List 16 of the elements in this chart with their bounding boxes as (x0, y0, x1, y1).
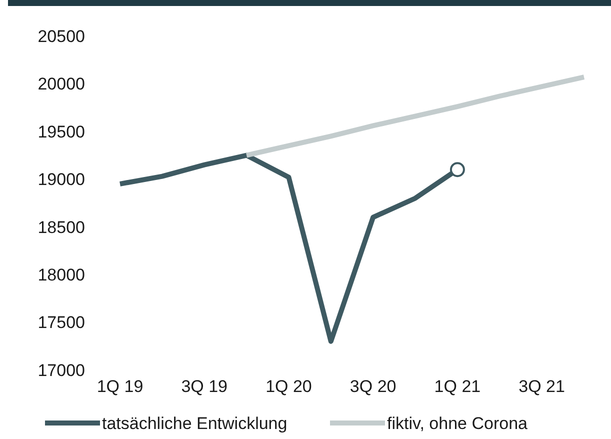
x-tick-label: 1Q 19 (96, 377, 144, 396)
y-tick-label: 20000 (38, 74, 85, 94)
x-tick-label: 3Q 21 (518, 377, 565, 396)
y-tick-label: 18000 (38, 266, 85, 285)
x-tick-label: 3Q 20 (350, 377, 396, 396)
y-tick-label: 18500 (38, 218, 85, 237)
y-tick-label: 19500 (38, 122, 85, 142)
y-tick-label: 17000 (38, 360, 85, 380)
x-tick-label: 1Q 21 (434, 377, 481, 396)
x-tick-label: 3Q 19 (181, 377, 228, 396)
y-tick-label: 17500 (38, 313, 85, 332)
legend-label: fiktiv, ohne Corona (387, 414, 528, 433)
y-tick-label: 19000 (38, 170, 85, 190)
legend-label: tatsächliche Entwicklung (102, 414, 288, 433)
y-tick-label: 20500 (38, 26, 85, 46)
x-tick-label: 1Q 20 (266, 377, 312, 396)
